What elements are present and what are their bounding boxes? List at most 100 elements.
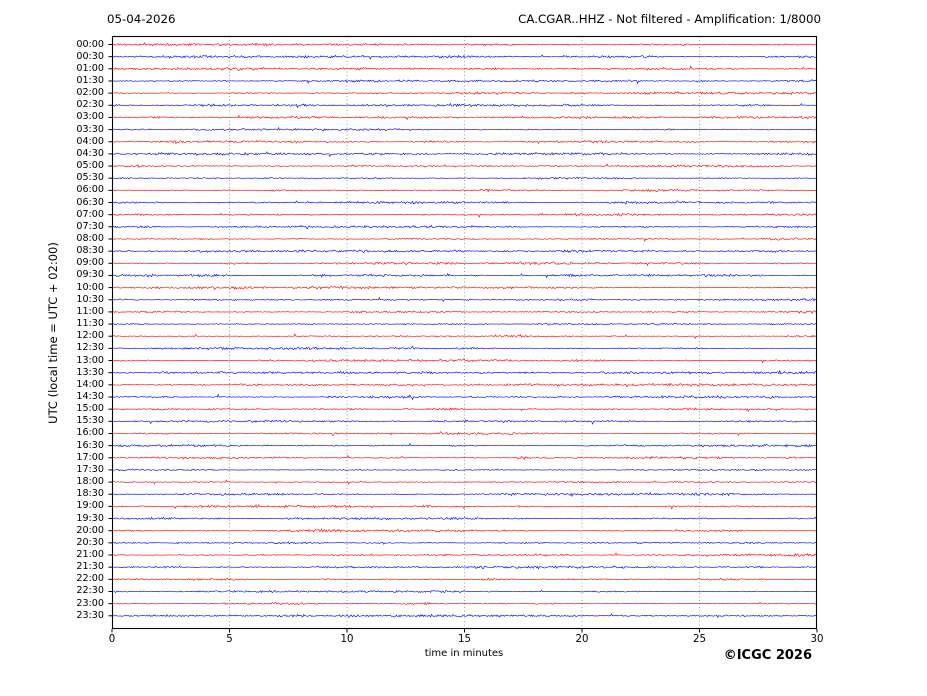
y-tick-label: 14:30 <box>76 390 104 402</box>
y-tick-label: 08:30 <box>76 245 104 257</box>
y-tick-label: 23:30 <box>76 609 104 621</box>
y-tick-label: 21:00 <box>76 549 104 560</box>
y-tick-label: 12:30 <box>76 342 104 354</box>
y-tick-label: 08:00 <box>76 232 104 244</box>
y-tick-label: 16:00 <box>76 427 104 439</box>
x-tick-label: 25 <box>693 634 706 645</box>
y-tick-label: 04:30 <box>76 147 104 159</box>
trace-row-08:30 <box>111 249 817 254</box>
trace-row-10:00 <box>111 285 817 291</box>
trace-row-00:00 <box>111 42 817 47</box>
trace-row-00:30 <box>111 54 817 60</box>
trace-row-06:00 <box>111 188 817 193</box>
trace-row-19:30 <box>111 516 817 521</box>
trace-row-19:00 <box>111 504 817 510</box>
copyright-label: ©ICGC 2026 <box>723 648 812 663</box>
y-tick-label: 07:30 <box>76 220 104 232</box>
trace-row-21:00 <box>111 552 817 557</box>
y-tick-label: 00:30 <box>76 50 104 62</box>
trace-row-01:00 <box>111 65 817 71</box>
y-tick-label: 15:00 <box>76 403 104 415</box>
x-tick-label: 5 <box>226 634 233 645</box>
y-tick-label: 05:30 <box>76 172 104 184</box>
y-tick-label: 11:30 <box>76 318 104 330</box>
date-label: 05-04-2026 <box>107 12 176 26</box>
trace-row-18:30 <box>111 491 817 498</box>
trace-row-04:00 <box>111 139 817 145</box>
y-tick-label: 15:30 <box>76 415 104 427</box>
trace-row-05:00 <box>111 163 817 169</box>
trace-row-22:00 <box>111 577 817 581</box>
y-tick-label: 19:30 <box>76 512 104 524</box>
trace-row-14:00 <box>111 382 817 388</box>
trace-row-01:30 <box>111 79 817 85</box>
y-tick-label: 09:30 <box>76 269 104 281</box>
y-tick-label: 21:30 <box>76 561 104 573</box>
y-tick-label: 10:30 <box>76 293 104 305</box>
y-tick-label: 12:00 <box>76 330 104 342</box>
x-axis-label: time in minutes <box>424 648 504 659</box>
y-tick-label: 18:30 <box>76 488 104 500</box>
y-tick-label: 04:00 <box>76 135 104 147</box>
trace-row-12:00 <box>111 333 817 340</box>
trace-row-20:30 <box>111 541 817 545</box>
y-tick-label: 20:30 <box>76 536 104 548</box>
y-tick-label: 22:00 <box>76 573 104 585</box>
x-tick-label: 30 <box>810 634 824 645</box>
trace-row-13:30 <box>111 369 817 375</box>
y-tick-label: 14:00 <box>76 378 104 390</box>
x-tick-label: 10 <box>340 634 354 645</box>
trace-row-21:30 <box>111 565 817 570</box>
x-tick-label: 15 <box>458 634 471 645</box>
trace-row-05:30 <box>111 176 817 180</box>
trace-row-15:00 <box>111 407 817 412</box>
trace-row-11:30 <box>111 322 817 326</box>
y-tick-label: 06:00 <box>76 184 104 196</box>
y-tick-label: 22:30 <box>76 585 104 597</box>
y-tick-label: 16:30 <box>76 439 104 451</box>
plot-title: CA.CGAR..HHZ - Not filtered - Amplificat… <box>518 12 821 26</box>
trace-row-13:00 <box>111 358 817 364</box>
trace-row-16:00 <box>111 430 817 436</box>
y-tick-label: 02:00 <box>76 87 104 99</box>
y-tick-label: 17:30 <box>76 463 104 475</box>
trace-row-03:00 <box>111 114 817 121</box>
plot-border <box>111 35 818 630</box>
trace-row-07:30 <box>111 224 817 230</box>
y-tick-label: 07:00 <box>76 208 104 220</box>
y-tick-label: 01:30 <box>76 74 104 86</box>
y-tick-label: 20:00 <box>76 524 104 536</box>
trace-row-23:00 <box>111 601 817 606</box>
y-tick-label: 03:00 <box>76 111 104 123</box>
y-tick-label: 13:00 <box>76 354 104 366</box>
trace-row-20:00 <box>111 527 817 533</box>
y-tick-label: 09:00 <box>76 257 104 269</box>
trace-row-09:30 <box>111 272 817 279</box>
trace-row-12:30 <box>111 345 817 351</box>
y-tick-label: 18:00 <box>76 476 104 488</box>
trace-row-16:30 <box>111 442 817 448</box>
trace-row-18:00 <box>111 479 817 485</box>
y-tick-label: 19:00 <box>76 500 104 512</box>
trace-row-08:00 <box>111 237 817 242</box>
y-tick-label: 02:30 <box>76 99 104 111</box>
x-tick-label: 20 <box>575 634 589 645</box>
trace-row-07:00 <box>111 212 817 218</box>
y-tick-label: 23:00 <box>76 597 104 609</box>
trace-row-14:30 <box>111 393 817 401</box>
y-tick-label: 03:30 <box>76 123 104 135</box>
y-tick-label: 06:30 <box>76 196 104 208</box>
trace-row-06:30 <box>111 200 817 205</box>
trace-row-22:30 <box>111 589 817 594</box>
trace-row-17:00 <box>111 454 817 461</box>
y-tick-label: 10:00 <box>76 281 104 293</box>
x-tick-label: 0 <box>108 634 116 645</box>
trace-row-23:30 <box>111 613 817 619</box>
trace-row-17:30 <box>111 468 817 472</box>
trace-row-04:30 <box>111 151 817 158</box>
y-tick-label: 11:00 <box>76 305 104 317</box>
y-tick-label: 17:00 <box>76 451 104 463</box>
trace-row-10:30 <box>111 296 817 303</box>
